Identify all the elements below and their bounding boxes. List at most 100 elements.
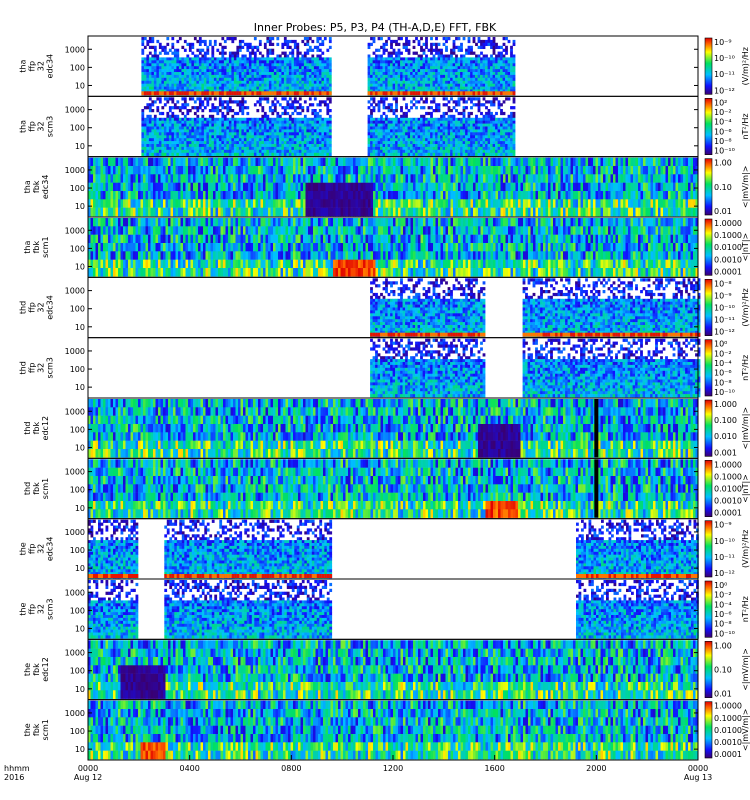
spectrogram-cell: [191, 199, 194, 208]
spectrogram-cell: [445, 118, 448, 121]
spectrogram-cell: [209, 63, 212, 66]
spectrogram-cell: [500, 63, 503, 66]
spectrogram-cell: [201, 75, 204, 78]
spectrogram-cell: [513, 150, 516, 153]
spectrogram-cell: [490, 87, 493, 90]
spectrogram-cell: [128, 183, 131, 192]
spectrogram-cell: [448, 75, 451, 78]
spectrogram-cell: [164, 118, 167, 121]
spectrogram-cell: [218, 166, 221, 175]
spectrogram-cell: [370, 63, 373, 66]
spectrogram-cell: [388, 81, 391, 84]
spectrogram-cell: [493, 100, 496, 103]
spectrogram-cell: [458, 144, 461, 147]
spectrogram-cell: [143, 158, 146, 167]
spectrogram-cell: [428, 49, 431, 52]
spectrogram-cell: [400, 57, 403, 60]
spectrogram-cell: [244, 72, 247, 75]
spectrogram-cell: [181, 112, 184, 115]
spectrogram-cell: [415, 69, 418, 72]
spectrogram-cell: [274, 78, 277, 81]
spectrogram-cell: [256, 69, 259, 72]
spectrogram-cell: [116, 174, 119, 183]
spectrogram-cell: [326, 72, 329, 75]
spectrogram-cell: [493, 72, 496, 75]
spectrogram-cell: [438, 55, 441, 58]
spectrogram-cell: [483, 153, 486, 156]
spectrogram-cell: [159, 52, 162, 55]
spectrogram-cell: [169, 135, 172, 138]
spectrogram-cell: [470, 78, 473, 81]
spectrogram-cell: [201, 91, 204, 95]
spectrogram-cell: [408, 72, 411, 75]
spectrogram-cell: [498, 124, 501, 127]
spectrogram-cell: [224, 121, 227, 124]
spectrogram-cell: [169, 49, 172, 52]
spectrogram-cell: [503, 49, 506, 52]
spectrogram-cell: [211, 147, 214, 150]
spectrogram-cell: [196, 81, 199, 84]
spectrogram-cell: [450, 135, 453, 138]
spectrogram-cell: [149, 127, 152, 130]
spectrogram-cell: [433, 81, 436, 84]
spectrogram-cell: [276, 121, 279, 124]
spectrogram-cell: [246, 141, 249, 144]
spectrogram-cell: [243, 174, 246, 183]
spectrogram-cell: [390, 84, 393, 87]
spectrogram-cell: [405, 150, 408, 153]
y-tick-label: 1000: [65, 106, 85, 115]
spectrogram-cell: [294, 91, 297, 95]
spectrogram-cell: [229, 109, 232, 112]
spectrogram-cell: [405, 115, 408, 118]
spectrogram-cell: [413, 57, 416, 60]
spectrogram-cell: [178, 183, 181, 192]
spectrogram-cell: [319, 135, 322, 138]
spectrogram-cell: [256, 135, 259, 138]
spectrogram-cell: [370, 72, 373, 75]
spectrogram-cell: [378, 118, 381, 121]
spectrogram-cell: [443, 72, 446, 75]
spectrogram-cell: [241, 158, 244, 167]
spectrogram-cell: [284, 63, 287, 66]
spectrogram-cell: [241, 66, 244, 69]
spectrogram-cell: [256, 118, 259, 121]
spectrogram-cell: [455, 55, 458, 58]
spectrogram-cell: [309, 124, 312, 127]
spectrogram-cell: [500, 150, 503, 153]
spectrogram-cell: [316, 115, 319, 118]
spectrogram-cell: [400, 141, 403, 144]
spectrogram-cell: [324, 78, 327, 81]
spectrogram-cell: [163, 199, 166, 208]
spectrogram-cell: [420, 124, 423, 127]
spectrogram-cell: [505, 75, 508, 78]
spectrogram-cell: [239, 103, 242, 106]
spectrogram-cell: [430, 52, 433, 55]
spectrogram-cell: [254, 63, 257, 66]
spectrogram-cell: [329, 72, 332, 75]
spectrogram-cell: [488, 100, 491, 103]
spectrogram-cell: [470, 57, 473, 60]
spectrogram-cell: [166, 199, 169, 208]
spectrogram-cell: [221, 87, 224, 90]
spectrogram-cell: [251, 124, 254, 127]
spectrogram-cell: [453, 87, 456, 90]
spectrogram-cell: [289, 57, 292, 60]
spectrogram-cell: [264, 63, 267, 66]
spectrogram-cell: [151, 138, 154, 141]
spectrogram-cell: [244, 43, 247, 46]
spectrogram-cell: [505, 63, 508, 66]
spectrogram-cell: [269, 52, 272, 55]
spectrogram-cell: [113, 191, 116, 200]
spectrogram-cell: [433, 141, 436, 144]
spectrogram-cell: [368, 127, 371, 130]
spectrogram-cell: [385, 150, 388, 153]
spectrogram-cell: [478, 91, 481, 95]
spectrogram-cell: [440, 87, 443, 90]
spectrogram-cell: [113, 158, 116, 167]
spectrogram-cell: [388, 75, 391, 78]
spectrogram-cell: [405, 40, 408, 43]
spectrogram-cell: [141, 57, 144, 60]
spectrogram-cell: [458, 87, 461, 90]
spectrogram-cell: [201, 153, 204, 156]
spectrogram-cell: [229, 129, 232, 132]
